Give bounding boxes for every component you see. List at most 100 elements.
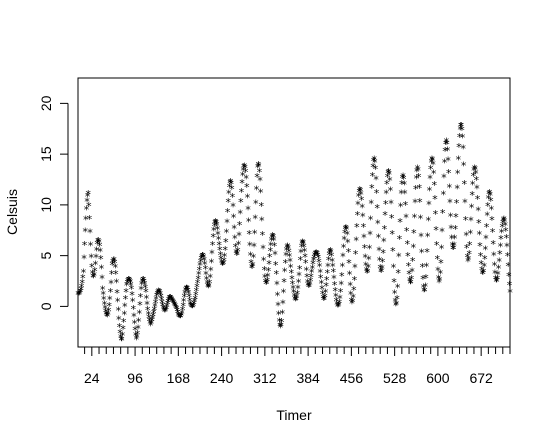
data-point: * [211, 220, 218, 233]
data-point: * [324, 267, 331, 280]
data-point: * [411, 211, 418, 224]
data-point: * [285, 242, 292, 255]
data-point: * [86, 200, 93, 213]
data-point: * [208, 256, 215, 269]
data-point: * [123, 286, 130, 299]
data-point: * [314, 250, 321, 263]
data-point: * [289, 278, 296, 291]
data-point: * [367, 213, 374, 226]
data-point: * [358, 188, 365, 201]
data-point: * [153, 290, 160, 303]
data-point: * [346, 257, 353, 270]
data-point: * [472, 163, 479, 176]
data-point: * [418, 246, 425, 259]
data-point: * [85, 188, 92, 201]
data-point: * [248, 257, 255, 270]
data-point: * [219, 259, 226, 272]
data-point: * [471, 165, 478, 178]
data-point: * [189, 302, 196, 315]
y-tick-label: 10 [38, 197, 54, 213]
data-point: * [462, 196, 469, 209]
data-point: * [197, 256, 204, 269]
data-point: * [203, 273, 210, 286]
data-point: * [367, 229, 374, 242]
y-tick-label: 20 [38, 95, 54, 111]
data-point: * [464, 251, 471, 264]
data-point: * [165, 294, 172, 307]
data-point: * [209, 248, 216, 261]
data-point: * [257, 175, 264, 188]
data-point: * [448, 233, 455, 246]
data-point: * [113, 268, 120, 281]
data-point: * [360, 221, 367, 234]
data-point: * [454, 168, 461, 181]
data-point: * [160, 303, 167, 316]
data-point: * [326, 249, 333, 262]
data-point: * [132, 329, 139, 342]
data-point: * [304, 271, 311, 284]
data-point: * [492, 273, 499, 286]
x-tick-label: 168 [167, 370, 191, 386]
x-tick-label: 240 [210, 370, 234, 386]
data-point: * [286, 246, 293, 259]
data-point: * [229, 183, 236, 196]
data-point: * [161, 306, 168, 319]
data-point: * [494, 273, 501, 286]
data-point: * [499, 217, 506, 230]
data-point: * [143, 292, 150, 305]
x-tick-label: 456 [340, 370, 364, 386]
data-point: * [260, 242, 267, 255]
data-point: * [76, 288, 83, 301]
data-point: * [322, 291, 329, 304]
data-point: * [431, 179, 438, 192]
data-point: * [93, 244, 100, 257]
data-point: * [445, 154, 452, 167]
data-point: * [479, 268, 486, 281]
data-point: * [451, 232, 458, 245]
data-point: * [412, 183, 419, 196]
data-point: * [293, 292, 300, 305]
data-point: * [221, 255, 228, 268]
data-point: * [251, 241, 258, 254]
data-point: * [320, 292, 327, 305]
data-point: * [89, 261, 96, 274]
data-point: * [472, 167, 479, 180]
data-point: * [239, 177, 246, 190]
data-point: * [238, 196, 245, 209]
data-point: * [218, 253, 225, 266]
data-point: * [323, 280, 330, 293]
data-point: * [183, 282, 190, 295]
data-point: * [148, 317, 155, 330]
data-point: * [164, 298, 171, 311]
data-point: * [423, 272, 430, 285]
data-point: * [460, 159, 467, 172]
data-point: * [225, 196, 232, 209]
data-point: * [396, 250, 403, 263]
data-point: * [125, 275, 132, 288]
data-point: * [420, 281, 427, 294]
data-point: * [120, 323, 127, 336]
data-point: * [117, 327, 124, 340]
data-point: * [455, 153, 462, 166]
data-point: * [289, 273, 296, 286]
data-point: * [334, 298, 341, 311]
data-point: * [154, 288, 161, 301]
data-point: * [319, 288, 326, 301]
data-point: * [332, 285, 339, 298]
data-point: * [502, 219, 509, 232]
data-point: * [170, 297, 177, 310]
data-point: * [219, 258, 226, 271]
data-point: * [467, 228, 474, 241]
data-point: * [204, 278, 211, 291]
data-point: * [415, 165, 422, 178]
data-point: * [473, 174, 480, 187]
data-point: * [342, 223, 349, 236]
data-point: * [254, 171, 261, 184]
data-point: * [316, 256, 323, 269]
data-point: * [259, 214, 266, 227]
data-point: * [483, 232, 490, 245]
data-point: * [90, 272, 97, 285]
data-point: * [206, 280, 213, 293]
data-point: * [341, 233, 348, 246]
data-point: * [107, 286, 114, 299]
